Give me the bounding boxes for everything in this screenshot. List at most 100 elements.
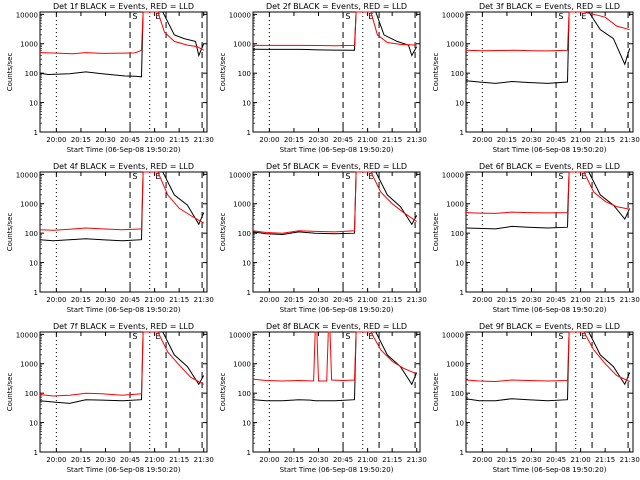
annotation-end: E [155, 12, 160, 21]
annotation-start: S [345, 332, 350, 341]
panel-title: Det 2f BLACK = Events, RED = LLD [266, 2, 407, 11]
x-tick-label: 20:15 [71, 136, 91, 144]
annotation-start: S [132, 172, 137, 181]
x-axis-label: Start Time (06-Sep-08 19:50:20) [67, 306, 181, 314]
annotation-end: E [368, 12, 373, 21]
y-tick-label: 10000 [442, 171, 464, 179]
series-line-events [252, 11, 418, 57]
y-axis-label: Counts/sec [6, 53, 14, 92]
series-line-events [465, 11, 631, 84]
series-line-lld [39, 11, 204, 55]
series-line-lld [39, 331, 204, 397]
plot-frame [465, 331, 634, 453]
y-tick-label: 1000 [233, 41, 251, 49]
series-line-events [252, 171, 418, 236]
panel-title: Det 6f BLACK = Events, RED = LLD [479, 162, 620, 171]
y-tick-label: 100 [25, 230, 38, 238]
y-tick-label: 1000 [446, 41, 464, 49]
plot-frame [252, 11, 421, 133]
plot-frame [465, 171, 634, 293]
y-tick-label: 1000 [20, 201, 38, 209]
x-tick-label: 21:30 [407, 296, 427, 304]
y-tick-label: 100 [451, 70, 464, 78]
y-tick-label: 1 [247, 449, 251, 457]
x-tick-label: 21:15 [169, 456, 189, 464]
plot-frame [39, 331, 208, 453]
panel-det-3: Det 3f BLACK = Events, RED = LLD 1 10 100 10… [432, 2, 640, 154]
y-tick-label: 10 [29, 420, 38, 428]
y-tick-label: 1 [34, 449, 38, 457]
x-axis-label: Start Time (06-Sep-08 19:50:20) [493, 146, 607, 154]
panel-title: Det 3f BLACK = Events, RED = LLD [479, 2, 620, 11]
x-tick-label: 20:30 [95, 296, 115, 304]
y-tick-label: 10 [29, 260, 38, 268]
annotation-end: E [155, 172, 160, 181]
annotation-start: S [558, 172, 563, 181]
x-tick-label: 20:00 [259, 136, 279, 144]
y-tick-label: 1 [34, 289, 38, 297]
series-line-events [39, 331, 205, 404]
x-tick-label: 20:00 [46, 456, 66, 464]
x-tick-label: 20:15 [497, 136, 517, 144]
panel-title: Det 7f BLACK = Events, RED = LLD [53, 322, 194, 331]
x-tick-label: 20:00 [259, 296, 279, 304]
annotation-end: E [155, 332, 160, 341]
x-tick-label: 20:30 [308, 456, 328, 464]
y-tick-label: 1000 [233, 201, 251, 209]
x-tick-label: 21:00 [358, 136, 378, 144]
x-tick-label: 21:00 [571, 136, 591, 144]
annotation-end: E [581, 332, 586, 341]
y-tick-label: 100 [451, 230, 464, 238]
x-tick-label: 20:15 [71, 296, 91, 304]
y-axis-label: Counts/sec [432, 373, 440, 412]
x-tick-label: 20:00 [472, 136, 492, 144]
x-tick-label: 21:30 [620, 456, 640, 464]
y-tick-label: 100 [25, 70, 38, 78]
x-axis-label: Start Time (06-Sep-08 19:50:20) [280, 146, 394, 154]
x-tick-label: 21:15 [382, 296, 402, 304]
x-axis-label: Start Time (06-Sep-08 19:50:20) [280, 306, 394, 314]
x-tick-label: 21:30 [620, 136, 640, 144]
panel-title: Det 4f BLACK = Events, RED = LLD [53, 162, 194, 171]
series-line-lld [253, 11, 417, 47]
y-tick-label: 1000 [233, 361, 251, 369]
series-line-lld [465, 11, 630, 52]
y-tick-label: 1 [247, 129, 251, 137]
panel-det-4: Det 4f BLACK = Events, RED = LLD 1 10 100 10… [6, 162, 214, 314]
y-tick-label: 100 [238, 390, 251, 398]
panel-det-7: Det 7f BLACK = Events, RED = LLD 1 10 100 10… [6, 322, 214, 474]
panel-title: Det 1f BLACK = Events, RED = LLD [53, 2, 194, 11]
x-tick-label: 20:15 [284, 296, 304, 304]
y-tick-label: 10 [455, 420, 464, 428]
panel-det-1: Det 1f BLACK = Events, RED = LLD 1 10 100 10… [6, 2, 214, 154]
x-tick-label: 21:30 [407, 136, 427, 144]
panel-det-9: Det 9f BLACK = Events, RED = LLD 1 10 100 10… [432, 322, 640, 474]
x-tick-label: 20:45 [333, 456, 353, 464]
panel-title: Det 8f BLACK = Events, RED = LLD [266, 322, 407, 331]
x-tick-label: 21:15 [169, 136, 189, 144]
x-axis-label: Start Time (06-Sep-08 19:50:20) [493, 466, 607, 474]
y-tick-label: 1 [460, 289, 464, 297]
series-line-events [39, 171, 205, 242]
x-tick-label: 20:00 [472, 296, 492, 304]
x-tick-label: 20:00 [259, 456, 279, 464]
y-tick-label: 10000 [16, 331, 38, 339]
plot-frame [252, 331, 421, 453]
y-tick-label: 1000 [20, 41, 38, 49]
panel-det-6: Det 6f BLACK = Events, RED = LLD 1 10 100 10… [432, 162, 640, 314]
y-axis-label: Counts/sec [219, 373, 227, 412]
series-line-events [252, 331, 418, 402]
x-axis-label: Start Time (06-Sep-08 19:50:20) [67, 146, 181, 154]
y-axis-label: Counts/sec [6, 213, 14, 252]
x-tick-label: 21:15 [595, 296, 615, 304]
y-tick-label: 10 [242, 100, 251, 108]
annotation-end: E [581, 172, 586, 181]
x-tick-label: 20:45 [546, 296, 566, 304]
plot-frame [465, 11, 634, 133]
series-line-events [465, 331, 631, 402]
annotation-start: S [132, 332, 137, 341]
x-axis-label: Start Time (06-Sep-08 19:50:20) [493, 306, 607, 314]
y-axis-label: Counts/sec [432, 213, 440, 252]
x-axis-label: Start Time (06-Sep-08 19:50:20) [67, 466, 181, 474]
